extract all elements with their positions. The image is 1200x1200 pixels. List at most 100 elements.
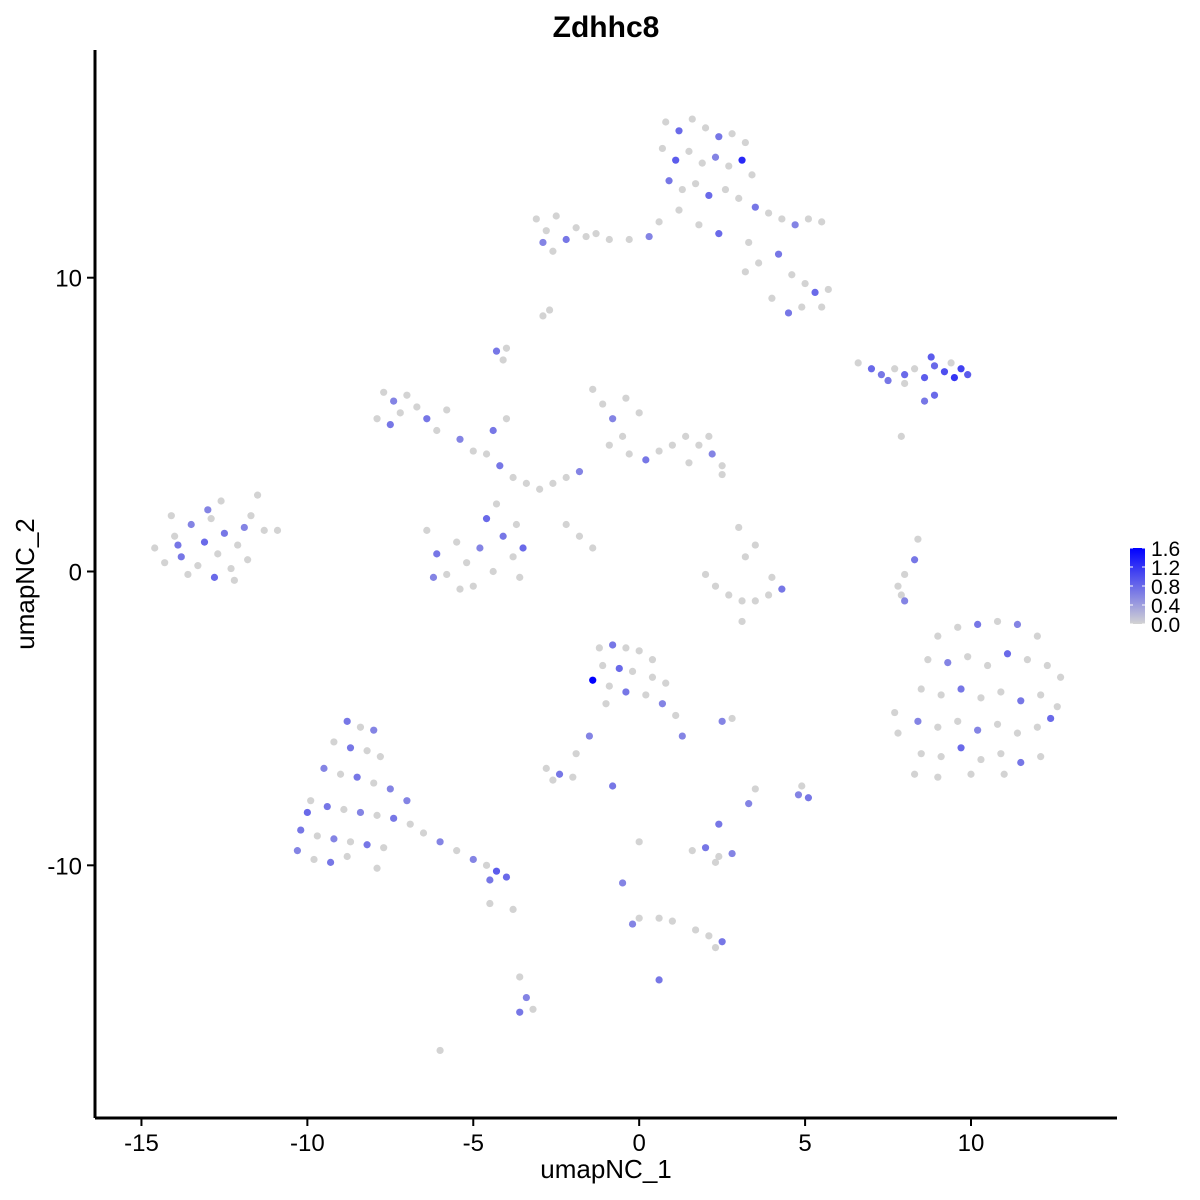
cell-point bbox=[691, 926, 700, 934]
cell-point bbox=[1037, 691, 1045, 699]
cell-point bbox=[705, 932, 713, 940]
expressing-cell-point bbox=[436, 838, 444, 846]
cell-point bbox=[443, 406, 451, 414]
cell-point bbox=[738, 617, 746, 626]
expressing-cell-point bbox=[718, 938, 726, 946]
expressing-cell-point bbox=[628, 920, 637, 928]
cell-point bbox=[685, 459, 693, 467]
cell-point bbox=[701, 124, 710, 132]
cell-point bbox=[635, 914, 643, 922]
cell-point bbox=[937, 753, 945, 761]
expressing-cell-point bbox=[728, 849, 736, 858]
cell-point bbox=[691, 180, 700, 188]
cell-point bbox=[230, 576, 238, 584]
expressing-cell-point bbox=[522, 993, 530, 1002]
x-tick-label: 10 bbox=[958, 1130, 985, 1157]
cell-point bbox=[642, 691, 650, 699]
expressing-cell-point bbox=[901, 597, 909, 605]
expressing-cell-point bbox=[220, 529, 229, 537]
expressing-cell-point bbox=[562, 235, 570, 244]
cell-point bbox=[934, 773, 942, 781]
cell-point bbox=[373, 811, 381, 819]
x-tick-label: 5 bbox=[798, 1130, 811, 1157]
cell-point bbox=[735, 194, 743, 202]
cell-point bbox=[509, 473, 517, 482]
cell-point bbox=[536, 485, 544, 493]
cell-point bbox=[728, 130, 736, 138]
expressing-cell-point bbox=[390, 814, 398, 822]
chart-title: Zdhhc8 bbox=[553, 11, 660, 44]
cell-point bbox=[751, 597, 759, 605]
expressing-cell-point bbox=[390, 397, 398, 405]
expressing-cell-point bbox=[303, 808, 311, 817]
cell-point bbox=[897, 591, 905, 599]
expressing-cell-point bbox=[469, 855, 477, 864]
expressing-cell-point bbox=[502, 873, 511, 881]
expressing-cell-point bbox=[187, 520, 195, 529]
cell-point bbox=[618, 432, 627, 440]
cell-point bbox=[363, 747, 371, 755]
cell-point bbox=[705, 432, 713, 440]
cell-point bbox=[768, 573, 776, 581]
y-tick-label: -10 bbox=[47, 853, 82, 880]
cell-point bbox=[469, 582, 477, 590]
expressing-cell-point bbox=[433, 550, 441, 558]
expressing-cell-point bbox=[658, 700, 667, 708]
expressing-cell-point bbox=[492, 867, 501, 875]
cell-point bbox=[818, 218, 826, 226]
expressing-cell-point bbox=[200, 538, 209, 546]
expressing-cell-point bbox=[456, 435, 464, 443]
cell-point bbox=[741, 138, 749, 147]
colorbar-tick-label: 1.2 bbox=[1151, 557, 1180, 580]
expressing-cell-point bbox=[356, 808, 365, 817]
cell-point bbox=[954, 717, 962, 725]
cell-point bbox=[406, 820, 414, 828]
cell-point bbox=[214, 550, 222, 558]
cell-point bbox=[628, 667, 637, 676]
cell-point bbox=[1023, 656, 1032, 664]
cell-point bbox=[244, 556, 252, 564]
cell-point bbox=[549, 247, 557, 255]
cell-point bbox=[433, 426, 441, 435]
x-tick-label: -15 bbox=[124, 1130, 159, 1157]
expressing-cell-point bbox=[516, 1008, 524, 1016]
expressing-cell-point bbox=[738, 156, 746, 164]
cell-point bbox=[910, 770, 919, 778]
cell-point bbox=[695, 441, 703, 449]
cell-point bbox=[910, 365, 919, 373]
cell-point bbox=[1053, 703, 1061, 711]
cell-point bbox=[1033, 632, 1041, 640]
cell-point bbox=[443, 570, 451, 579]
cell-point bbox=[977, 694, 985, 702]
cell-point bbox=[486, 899, 494, 908]
cell-point bbox=[764, 591, 773, 599]
cell-point bbox=[947, 359, 955, 367]
cell-point bbox=[675, 206, 683, 214]
cell-point bbox=[380, 844, 388, 852]
cell-point bbox=[605, 235, 613, 244]
expressing-cell-point bbox=[715, 230, 723, 238]
expressing-cell-point bbox=[944, 658, 952, 667]
colorbar-tick-label: 0.0 bbox=[1151, 614, 1180, 637]
cell-point bbox=[804, 215, 813, 223]
cell-point bbox=[698, 159, 706, 167]
cell-point bbox=[161, 559, 169, 567]
cell-point bbox=[914, 535, 922, 543]
cell-point bbox=[798, 303, 806, 311]
expressing-cell-point bbox=[589, 676, 597, 684]
cell-point bbox=[509, 553, 517, 561]
cell-point bbox=[376, 753, 384, 761]
expressing-cell-point bbox=[609, 782, 617, 790]
expressing-cell-point bbox=[615, 664, 623, 673]
expressing-cell-point bbox=[920, 373, 929, 382]
cell-point bbox=[897, 432, 905, 440]
expressing-cell-point bbox=[539, 238, 547, 247]
cell-point bbox=[247, 512, 255, 520]
expressing-cell-point bbox=[930, 391, 939, 399]
cell-point bbox=[622, 644, 630, 652]
expressing-cell-point bbox=[320, 764, 328, 772]
cell-point bbox=[688, 847, 696, 855]
expressing-cell-point bbox=[901, 371, 909, 379]
expressing-cell-point bbox=[745, 800, 753, 808]
